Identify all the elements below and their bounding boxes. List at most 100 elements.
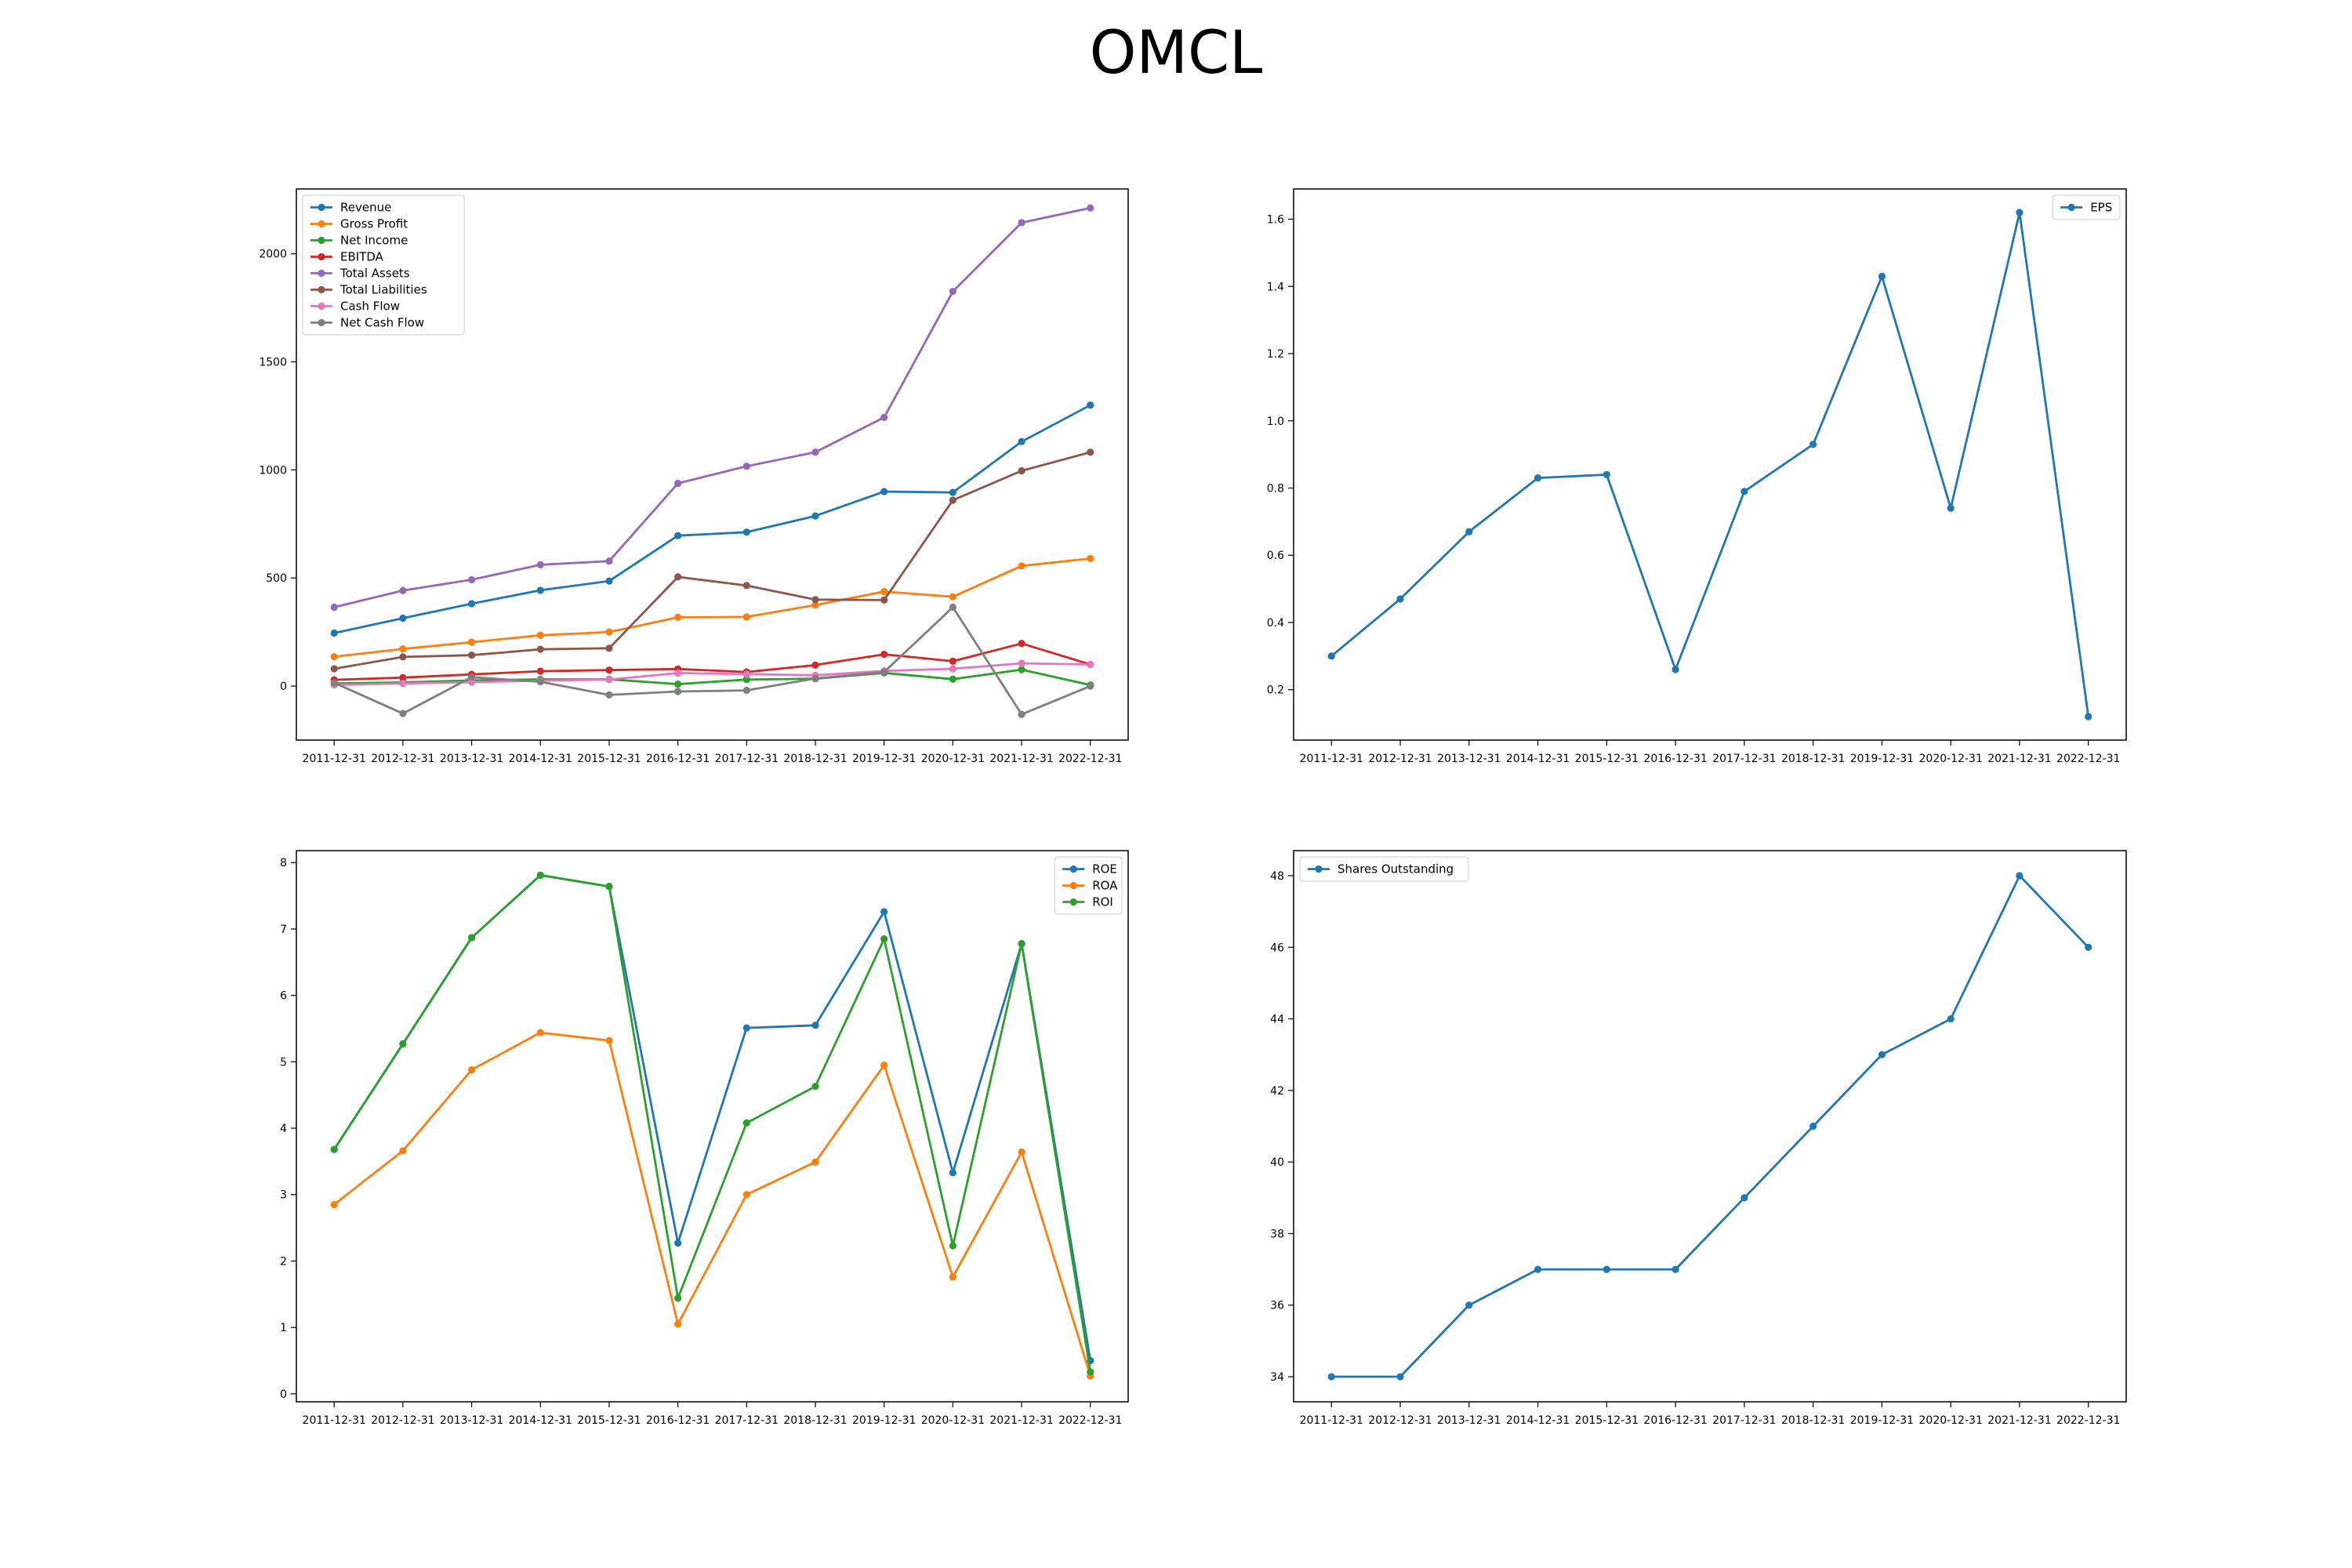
x-tick-label: 2011-12-31 [303, 753, 366, 765]
x-tick-label: 2022-12-31 [2056, 753, 2120, 765]
x-tick-label: 2017-12-31 [715, 1414, 779, 1427]
revenue-point [674, 532, 682, 539]
eps-point [1534, 474, 1542, 482]
y-tick-label: 42 [1270, 1085, 1284, 1098]
revenue-point [605, 577, 613, 585]
x-tick-label: 2020-12-31 [1919, 753, 1983, 765]
total-assets-point [811, 448, 819, 456]
x-tick-label: 2019-12-31 [852, 1414, 916, 1427]
roa-line [333, 1031, 1092, 1377]
net-income-point [949, 675, 957, 683]
roa-point [467, 1065, 476, 1074]
revenue-point [330, 629, 338, 637]
legend-label: Total Assets [339, 267, 410, 281]
gross-profit-point [880, 588, 888, 596]
roa-point [811, 1158, 819, 1166]
roa-point [949, 1273, 957, 1281]
legend-marker [318, 269, 325, 278]
total-assets-point [880, 413, 888, 422]
x-tick-label: 2017-12-31 [1712, 753, 1776, 765]
returns-chart: 2011-12-31 2012-12-31 2013-12-31 2014-12-31… [280, 850, 1129, 1427]
legend-label: ROE [1092, 862, 1117, 877]
shares-outstanding-point [1465, 1301, 1473, 1309]
y-tick-label: 0 [280, 1388, 287, 1401]
total-assets-point [467, 575, 476, 584]
roi-line [333, 873, 1092, 1373]
financials-chart: 2011-12-31 2012-12-31 2013-12-31 2014-12-31… [259, 188, 1129, 765]
gross-profit-point [467, 638, 476, 646]
legend-label: Shares Outstanding [1338, 862, 1454, 877]
net-cash-flow-point [674, 688, 682, 695]
x-tick-label: 2019-12-31 [852, 753, 916, 765]
net-cash-flow-point [467, 673, 476, 681]
legend: Revenue Gross Profit Net Income EBITDA Total… [302, 194, 465, 336]
x-tick-label: 2018-12-31 [783, 1414, 847, 1427]
x-tick-label: 2021-12-31 [1987, 753, 2051, 765]
net-income-point [742, 676, 750, 684]
y-tick-label: 46 [1270, 942, 1284, 954]
y-tick-label: 0 [280, 681, 287, 693]
total-assets-point [742, 463, 750, 470]
net-income-line [334, 668, 1091, 687]
x-tick-label: 2011-12-31 [1300, 1414, 1363, 1427]
y-tick-label: 500 [266, 572, 287, 585]
legend-box [1299, 856, 1469, 882]
ebitda-line [334, 642, 1091, 681]
shares-outstanding-point [1740, 1194, 1748, 1202]
roi-point [536, 871, 544, 879]
gross-profit-point [811, 601, 819, 609]
legend-marker [1069, 881, 1077, 890]
total-assets-point [1087, 204, 1094, 212]
legend-label: ROA [1092, 879, 1118, 893]
legend-label: Net Cash Flow [340, 316, 424, 330]
shares-outstanding-point [1878, 1051, 1886, 1058]
x-tick-label: 2016-12-31 [1643, 1414, 1707, 1427]
gross-profit-point [605, 628, 613, 636]
x-tick-label: 2012-12-31 [371, 1414, 434, 1427]
total-assets-point [330, 603, 338, 612]
shares-outstanding-point [1327, 1373, 1335, 1381]
x-tick-label: 2018-12-31 [1781, 753, 1845, 765]
eps-point [1327, 652, 1335, 660]
total-liabilities-line [333, 451, 1091, 670]
y-tick-label: 1.0 [1267, 416, 1284, 428]
y-tick-label: 8 [280, 857, 287, 869]
roi-point [1018, 939, 1025, 948]
y-tick-label: 44 [1270, 1014, 1284, 1026]
eps-point [2085, 713, 2092, 720]
x-tick-label: 2012-12-31 [371, 753, 434, 765]
gross-profit-point [949, 593, 957, 601]
shares-chart: 2011-12-31 2012-12-31 2013-12-31 2014-12-31… [1270, 850, 2127, 1427]
total-liabilities-point [536, 645, 544, 653]
revenue-point [1018, 437, 1025, 445]
shares-outstanding-point [2016, 872, 2024, 880]
shares-outstanding-point [1534, 1265, 1542, 1273]
x-tick-label: 2013-12-31 [440, 753, 503, 765]
cash-flow-point [605, 676, 613, 684]
net-cash-flow-line [333, 606, 1091, 716]
total-liabilities-point [1087, 448, 1094, 456]
y-tick-label: 1000 [259, 464, 287, 477]
gross-profit-point [399, 645, 407, 653]
legend-box [2052, 194, 2121, 220]
x-tick-label: 2017-12-31 [715, 753, 779, 765]
ebitda-point [399, 673, 407, 681]
axes-frame [1293, 850, 2127, 1403]
x-tick-label: 2014-12-31 [1506, 753, 1570, 765]
axes-frame [1293, 188, 2127, 741]
net-cash-flow-point [399, 710, 407, 717]
legend: EPS [2052, 194, 2121, 220]
eps-point [1465, 528, 1473, 535]
net-cash-flow-point [536, 677, 544, 686]
x-tick-label: 2012-12-31 [1368, 753, 1432, 765]
legend-box [302, 194, 465, 336]
y-tick-label: 1500 [259, 357, 287, 369]
roi-point [330, 1145, 338, 1153]
y-tick-label: 4 [280, 1123, 287, 1135]
total-assets-point [605, 557, 613, 565]
legend-label: Revenue [340, 201, 391, 215]
net-income-point [1018, 666, 1025, 673]
roi-point [467, 934, 476, 942]
x-tick-label: 2022-12-31 [2056, 1414, 2120, 1427]
cash-flow-point [949, 665, 957, 673]
